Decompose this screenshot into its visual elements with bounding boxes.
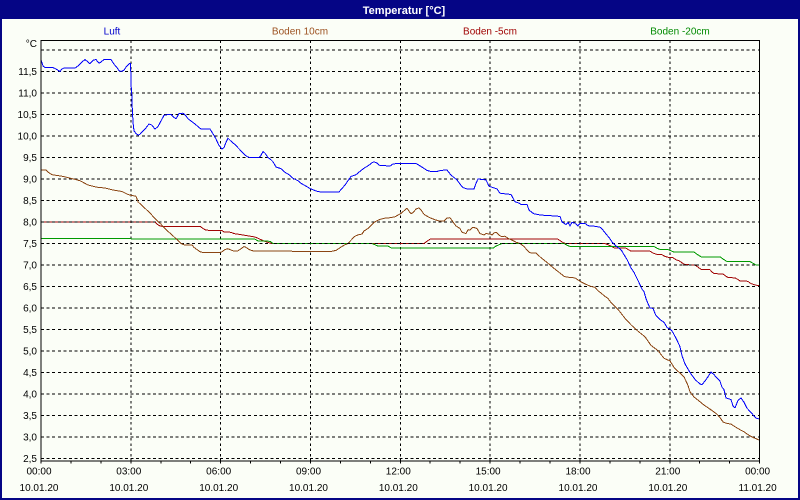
- svg-text:3,0: 3,0: [23, 433, 37, 444]
- svg-text:15:00: 15:00: [476, 467, 501, 478]
- svg-text:03:00: 03:00: [116, 467, 141, 478]
- svg-text:°C: °C: [26, 39, 37, 50]
- svg-text:8,0: 8,0: [23, 218, 37, 229]
- svg-text:10.01.20: 10.01.20: [469, 483, 508, 494]
- svg-text:00:00: 00:00: [26, 467, 51, 478]
- svg-text:8,5: 8,5: [23, 196, 37, 207]
- svg-text:09:00: 09:00: [296, 467, 321, 478]
- svg-text:11,0: 11,0: [18, 89, 37, 100]
- svg-text:6,0: 6,0: [23, 304, 37, 315]
- svg-text:10.01.20: 10.01.20: [559, 483, 598, 494]
- svg-text:10.01.20: 10.01.20: [289, 483, 328, 494]
- svg-text:11,5: 11,5: [18, 67, 37, 78]
- svg-text:5,0: 5,0: [23, 347, 37, 358]
- svg-text:Boden -20cm: Boden -20cm: [650, 27, 709, 38]
- svg-text:Luft: Luft: [104, 27, 121, 38]
- svg-text:00:00: 00:00: [745, 467, 770, 478]
- svg-text:10.01.20: 10.01.20: [379, 483, 418, 494]
- svg-text:2,5: 2,5: [23, 454, 37, 465]
- svg-text:06:00: 06:00: [206, 467, 231, 478]
- svg-text:10.01.20: 10.01.20: [199, 483, 238, 494]
- svg-text:10.01.20: 10.01.20: [109, 483, 148, 494]
- svg-text:5,5: 5,5: [23, 325, 37, 336]
- svg-text:7,0: 7,0: [23, 261, 37, 272]
- svg-text:Temperatur [°C]: Temperatur [°C]: [363, 5, 446, 17]
- svg-text:10,0: 10,0: [18, 132, 38, 143]
- svg-text:11.01.20: 11.01.20: [739, 483, 778, 494]
- svg-text:12:00: 12:00: [386, 467, 411, 478]
- svg-text:4,5: 4,5: [23, 368, 37, 379]
- svg-text:10.01.20: 10.01.20: [20, 483, 59, 494]
- svg-text:9,0: 9,0: [23, 175, 37, 186]
- svg-text:21:00: 21:00: [655, 467, 680, 478]
- svg-text:Boden 10cm: Boden 10cm: [272, 27, 328, 38]
- svg-text:18:00: 18:00: [565, 467, 590, 478]
- svg-text:6,5: 6,5: [23, 282, 37, 293]
- svg-text:10,5: 10,5: [18, 110, 38, 121]
- svg-text:10.01.20: 10.01.20: [648, 483, 687, 494]
- svg-text:7,5: 7,5: [23, 239, 37, 250]
- svg-text:9,5: 9,5: [23, 153, 37, 164]
- svg-text:Boden -5cm: Boden -5cm: [463, 27, 517, 38]
- svg-text:3,5: 3,5: [23, 411, 37, 422]
- svg-text:4,0: 4,0: [23, 390, 37, 401]
